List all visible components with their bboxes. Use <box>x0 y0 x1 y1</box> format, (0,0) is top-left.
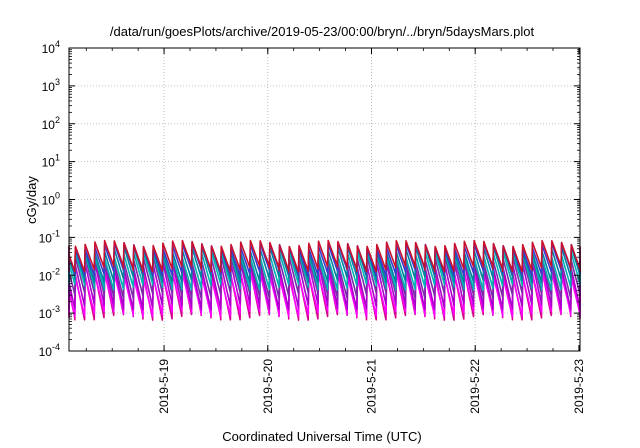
y-tick-label-base: 10 <box>42 42 56 56</box>
data-series-line <box>68 262 581 311</box>
y-tick-label: 103 <box>42 77 60 94</box>
y-tick-label-base: 10 <box>42 194 56 208</box>
x-tick-label: 2019-5-21 <box>364 359 378 414</box>
y-tick-label-exponent: 0 <box>55 191 60 201</box>
y-tick-label: 102 <box>42 115 60 132</box>
y-tick-label: 104 <box>42 39 60 56</box>
x-tick-label: 2019-5-20 <box>261 359 275 414</box>
chart-title: /data/run/goesPlots/archive/2019-05-23/0… <box>110 24 535 39</box>
y-tick-label-base: 10 <box>42 80 56 94</box>
data-series-line <box>68 251 581 291</box>
y-tick-label-exponent: -2 <box>52 266 60 276</box>
y-tick-label-base: 10 <box>39 231 53 245</box>
data-series-line <box>68 271 581 318</box>
y-tick-label: 10-1 <box>39 228 60 245</box>
y-tick-label-exponent: 3 <box>55 77 60 87</box>
tick-layer: 10-410-310-210-11001011021031042019-5-19… <box>39 39 586 414</box>
series-layer <box>68 239 581 321</box>
y-axis-label: cGy/day <box>24 176 39 224</box>
x-tick-label: 2019-5-23 <box>572 359 586 414</box>
y-tick-label-exponent: -3 <box>52 304 60 314</box>
y-tick-label-exponent: 2 <box>55 115 60 125</box>
data-series-line <box>68 256 581 300</box>
y-tick-label-base: 10 <box>42 118 56 132</box>
y-tick-label-base: 10 <box>39 269 53 283</box>
y-tick-label-base: 10 <box>42 156 56 170</box>
x-axis-label: Coordinated Universal Time (UTC) <box>222 429 421 444</box>
y-tick-label: 10-3 <box>39 304 60 321</box>
data-series-line <box>68 245 581 283</box>
y-tick-label: 101 <box>42 153 60 170</box>
x-tick-label: 2019-5-22 <box>468 359 482 414</box>
y-tick-label: 100 <box>42 191 60 208</box>
y-tick-label-exponent: 4 <box>55 39 60 49</box>
y-tick-label-exponent: -4 <box>52 342 60 352</box>
y-tick-label-exponent: 1 <box>55 153 60 163</box>
y-tick-label: 10-2 <box>39 266 60 283</box>
data-series-line <box>68 239 581 273</box>
y-tick-label: 10-4 <box>39 342 60 359</box>
y-tick-label-exponent: -1 <box>52 228 60 238</box>
y-tick-label-base: 10 <box>39 345 53 359</box>
y-tick-label-base: 10 <box>39 307 53 321</box>
x-tick-label: 2019-5-19 <box>157 359 171 414</box>
